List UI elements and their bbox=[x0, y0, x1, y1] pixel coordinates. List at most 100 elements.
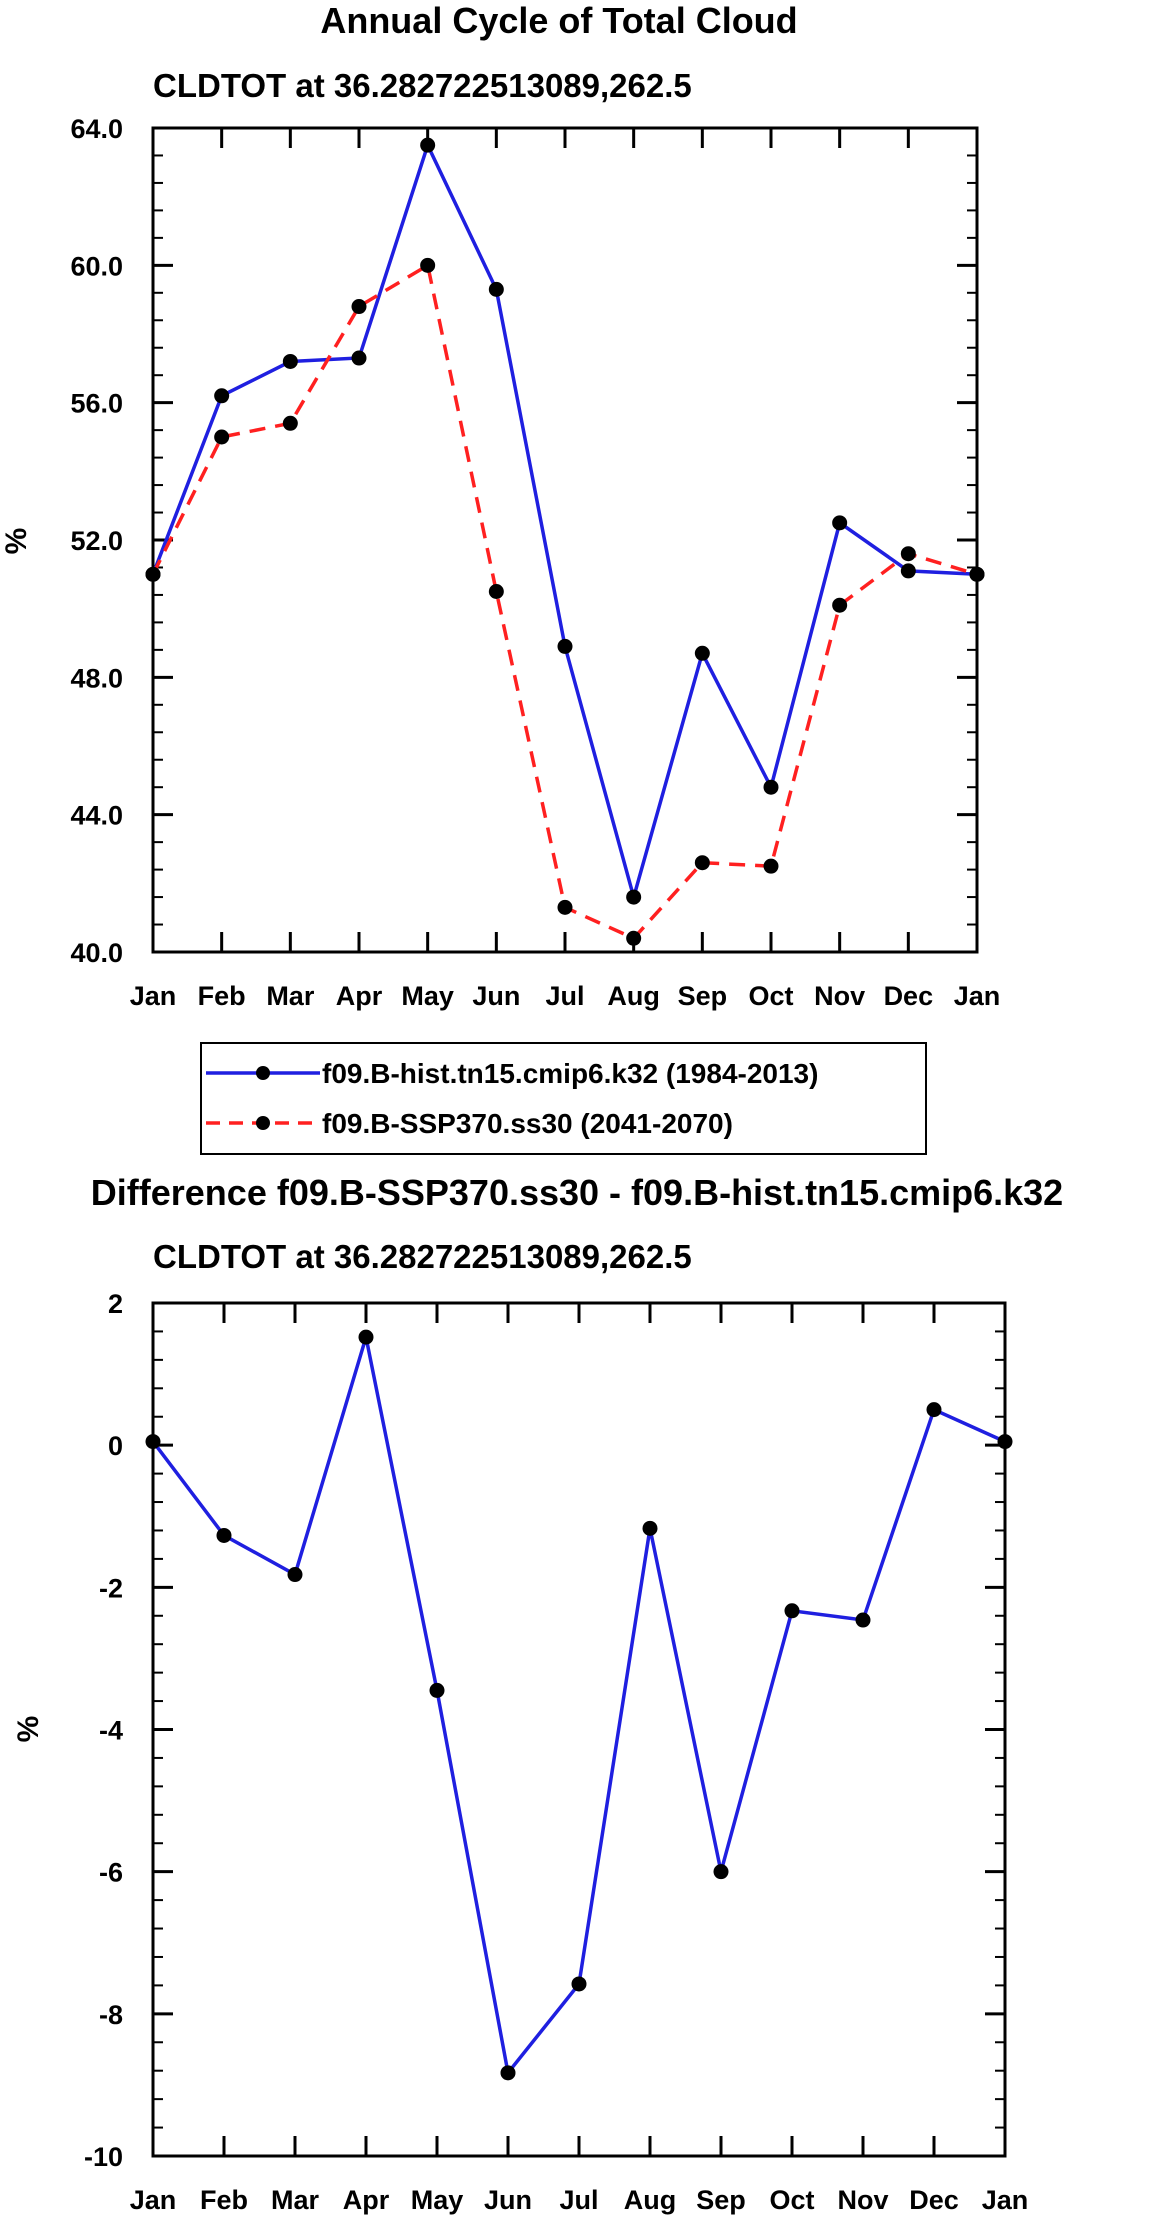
x-tick-label: Dec bbox=[909, 2185, 959, 2215]
plot-frame bbox=[151, 126, 979, 954]
data-point bbox=[832, 515, 848, 531]
difference-chart: Difference f09.B-SSP370.ss30 - f09.B-his… bbox=[12, 1172, 1063, 2215]
x-tick-label: Nov bbox=[837, 2185, 888, 2215]
data-point bbox=[784, 1603, 800, 1619]
x-tick-label: Aug bbox=[624, 2185, 676, 2215]
y-tick-label: 40.0 bbox=[70, 938, 123, 968]
data-point bbox=[351, 299, 367, 315]
data-point bbox=[488, 584, 504, 599]
data-point bbox=[145, 1434, 161, 1450]
data-point bbox=[488, 281, 504, 297]
y-tick-label: 56.0 bbox=[70, 389, 123, 419]
x-tick-label: Aug bbox=[607, 981, 659, 1011]
data-point bbox=[287, 1567, 303, 1583]
data-point bbox=[145, 566, 161, 582]
data-point bbox=[282, 353, 298, 369]
series-line bbox=[151, 262, 978, 941]
axes-frame: 40.0 44.0 48.0 52.0 56.0 60.0 64.0 Jan Feb Mar Apr… bbox=[70, 114, 1000, 1011]
x-tick-label: Jan bbox=[130, 981, 177, 1011]
y-tick-label: 60.0 bbox=[70, 251, 123, 281]
y-tick-label: 48.0 bbox=[70, 663, 123, 693]
data-point bbox=[557, 899, 573, 915]
data-point bbox=[626, 889, 642, 905]
axes-frame: -10 -8 -6 -4 -2 0 2 Jan Feb Mar Apr May Jun Jul Aug Sep… bbox=[84, 1289, 1028, 2215]
x-tick-label: Jun bbox=[472, 981, 520, 1011]
data-point bbox=[420, 137, 436, 153]
y-axis-label: % bbox=[12, 1716, 45, 1743]
series-line bbox=[151, 140, 978, 904]
data-point bbox=[358, 1329, 374, 1345]
x-tick-label: Oct bbox=[769, 2185, 814, 2215]
data-point bbox=[429, 1682, 445, 1698]
x-tick-label: Apr bbox=[336, 981, 383, 1011]
chart-title: Difference f09.B-SSP370.ss30 - f09.B-his… bbox=[91, 1172, 1063, 1213]
y-tick-label: 0 bbox=[108, 1431, 123, 1461]
data-point bbox=[282, 415, 298, 431]
x-tick-label: Sep bbox=[696, 2185, 746, 2215]
x-tick-label: Mar bbox=[266, 981, 315, 1011]
series-group bbox=[145, 137, 985, 946]
data-point bbox=[642, 1520, 658, 1536]
data-point bbox=[214, 388, 230, 404]
data-point bbox=[997, 1434, 1013, 1450]
x-tick-label: Dec bbox=[884, 981, 934, 1011]
x-tick-label: Mar bbox=[271, 2185, 320, 2215]
y-axis-label: % bbox=[0, 528, 33, 555]
data-point bbox=[626, 930, 642, 946]
y-tick-label: 64.0 bbox=[70, 114, 123, 144]
data-point bbox=[763, 779, 779, 795]
y-tick-label: 2 bbox=[108, 1289, 123, 1319]
x-tick-label: Sep bbox=[678, 981, 728, 1011]
x-tick-label: Apr bbox=[343, 2185, 390, 2215]
annual-cycle-chart: Annual Cycle of Total Cloud CLDTOT at 36… bbox=[0, 0, 1000, 1011]
x-tick-label: Jul bbox=[545, 981, 584, 1011]
x-tick-label: May bbox=[411, 2185, 464, 2215]
series-group bbox=[145, 1329, 1013, 2081]
x-tick-label: May bbox=[401, 981, 454, 1011]
x-tick-label: Nov bbox=[814, 981, 865, 1011]
y-tick-label: 44.0 bbox=[70, 801, 123, 831]
legend-box bbox=[200, 1042, 927, 1155]
data-point bbox=[969, 566, 985, 582]
data-point bbox=[713, 1864, 729, 1880]
data-point bbox=[351, 350, 367, 366]
x-tick-label: Jan bbox=[982, 2185, 1029, 2215]
x-tick-label: Oct bbox=[748, 981, 793, 1011]
x-tick-label: Jun bbox=[484, 2185, 532, 2215]
legend-ssp-label: f09.B-SSP370.ss30 (2041-2070) bbox=[322, 1108, 733, 1139]
x-tick-label: Jan bbox=[130, 2185, 177, 2215]
chart-subtitle: CLDTOT at 36.282722513089,262.5 bbox=[153, 1238, 692, 1275]
data-point bbox=[694, 855, 710, 871]
y-tick-label: -6 bbox=[99, 1858, 123, 1888]
y-tick-label: -4 bbox=[99, 1716, 123, 1746]
y-tick-label: -10 bbox=[84, 2142, 123, 2172]
data-point bbox=[900, 563, 916, 579]
data-point bbox=[216, 1527, 232, 1543]
x-tick-label: Jul bbox=[559, 2185, 598, 2215]
data-point bbox=[832, 597, 848, 613]
data-point bbox=[571, 1976, 587, 1992]
data-point bbox=[500, 2065, 516, 2081]
data-point bbox=[926, 1402, 942, 1418]
x-tick-label: Jan bbox=[954, 981, 1001, 1011]
y-tick-label: 52.0 bbox=[70, 526, 123, 556]
legend-hist-marker bbox=[256, 1066, 270, 1080]
data-point bbox=[557, 638, 573, 654]
data-point bbox=[694, 645, 710, 661]
x-tick-label: Feb bbox=[200, 2185, 248, 2215]
data-point bbox=[900, 546, 916, 562]
data-point bbox=[214, 429, 230, 445]
plot-frame bbox=[151, 1301, 1007, 2158]
legend: f09.B-hist.tn15.cmip6.k32 (1984-2013) f0… bbox=[200, 1042, 927, 1155]
series-line bbox=[151, 1336, 1006, 2077]
data-point bbox=[420, 257, 436, 273]
chart-title: Annual Cycle of Total Cloud bbox=[320, 0, 797, 41]
y-tick-label: -2 bbox=[99, 1573, 123, 1603]
x-tick-label: Feb bbox=[198, 981, 246, 1011]
y-tick-label: -8 bbox=[99, 2000, 123, 2030]
data-point bbox=[763, 858, 779, 874]
legend-hist-label: f09.B-hist.tn15.cmip6.k32 (1984-2013) bbox=[322, 1058, 818, 1089]
chart-subtitle: CLDTOT at 36.282722513089,262.5 bbox=[153, 67, 692, 104]
legend-ssp-marker bbox=[256, 1116, 270, 1130]
